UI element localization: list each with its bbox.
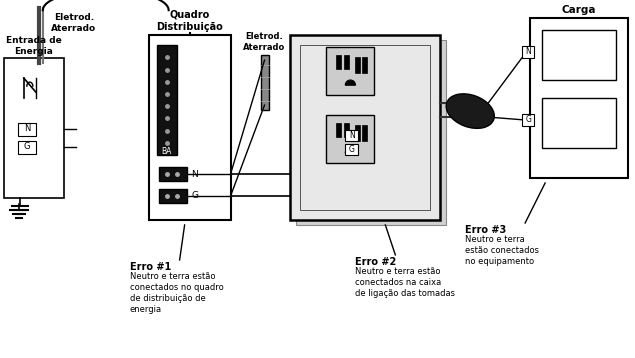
Text: Entrada de
Energia: Entrada de Energia bbox=[6, 36, 62, 56]
Ellipse shape bbox=[446, 94, 494, 129]
Text: G: G bbox=[192, 192, 199, 200]
Text: N: N bbox=[525, 47, 531, 56]
Text: N: N bbox=[349, 131, 355, 140]
Wedge shape bbox=[345, 148, 356, 153]
Bar bbox=[157, 45, 177, 155]
Text: Quadro
Distribuição: Quadro Distribuição bbox=[156, 10, 223, 32]
Bar bbox=[363, 57, 368, 73]
Text: Eletrod.
Aterrado: Eletrod. Aterrado bbox=[51, 13, 97, 33]
Text: G: G bbox=[349, 145, 355, 154]
Bar bbox=[260, 55, 269, 110]
Text: Neutro e terra estão
conectados na caixa
de ligação das tomadas: Neutro e terra estão conectados na caixa… bbox=[356, 267, 455, 298]
Text: Erro #2: Erro #2 bbox=[356, 257, 397, 267]
Bar bbox=[4, 58, 64, 198]
Bar bbox=[337, 123, 342, 137]
Bar bbox=[326, 115, 375, 163]
Bar bbox=[530, 18, 628, 178]
Wedge shape bbox=[345, 80, 356, 85]
Bar bbox=[159, 189, 187, 203]
Text: Eletrod.
Aterrado: Eletrod. Aterrado bbox=[243, 32, 286, 52]
Bar bbox=[18, 141, 36, 154]
Text: N: N bbox=[23, 124, 30, 133]
Text: G: G bbox=[23, 142, 30, 151]
Bar bbox=[542, 30, 616, 80]
Bar bbox=[356, 125, 361, 141]
Bar bbox=[290, 35, 440, 220]
Text: BA: BA bbox=[161, 147, 172, 156]
Text: N: N bbox=[192, 169, 198, 179]
Bar bbox=[344, 55, 349, 69]
Bar bbox=[363, 125, 368, 141]
Bar bbox=[356, 57, 361, 73]
Bar bbox=[522, 114, 534, 126]
Bar bbox=[326, 47, 375, 95]
Text: Carga: Carga bbox=[562, 5, 596, 15]
Text: Erro #3: Erro #3 bbox=[465, 225, 507, 235]
Bar bbox=[337, 55, 342, 69]
Bar bbox=[159, 167, 187, 181]
Text: Neutro e terra
estão conectados
no equipamento: Neutro e terra estão conectados no equip… bbox=[465, 235, 539, 266]
Bar bbox=[297, 40, 446, 225]
Bar bbox=[344, 123, 349, 137]
Text: G: G bbox=[525, 115, 531, 124]
Bar bbox=[542, 98, 616, 148]
Text: Erro #1: Erro #1 bbox=[130, 262, 171, 272]
Bar bbox=[522, 46, 534, 58]
Bar bbox=[149, 35, 231, 220]
Bar bbox=[345, 130, 358, 141]
Bar bbox=[18, 123, 36, 136]
Bar bbox=[300, 45, 431, 210]
Text: Neutro e terra estão
conectados no quadro
de distribuição de
energia: Neutro e terra estão conectados no quadr… bbox=[130, 272, 224, 314]
Bar bbox=[345, 144, 358, 155]
